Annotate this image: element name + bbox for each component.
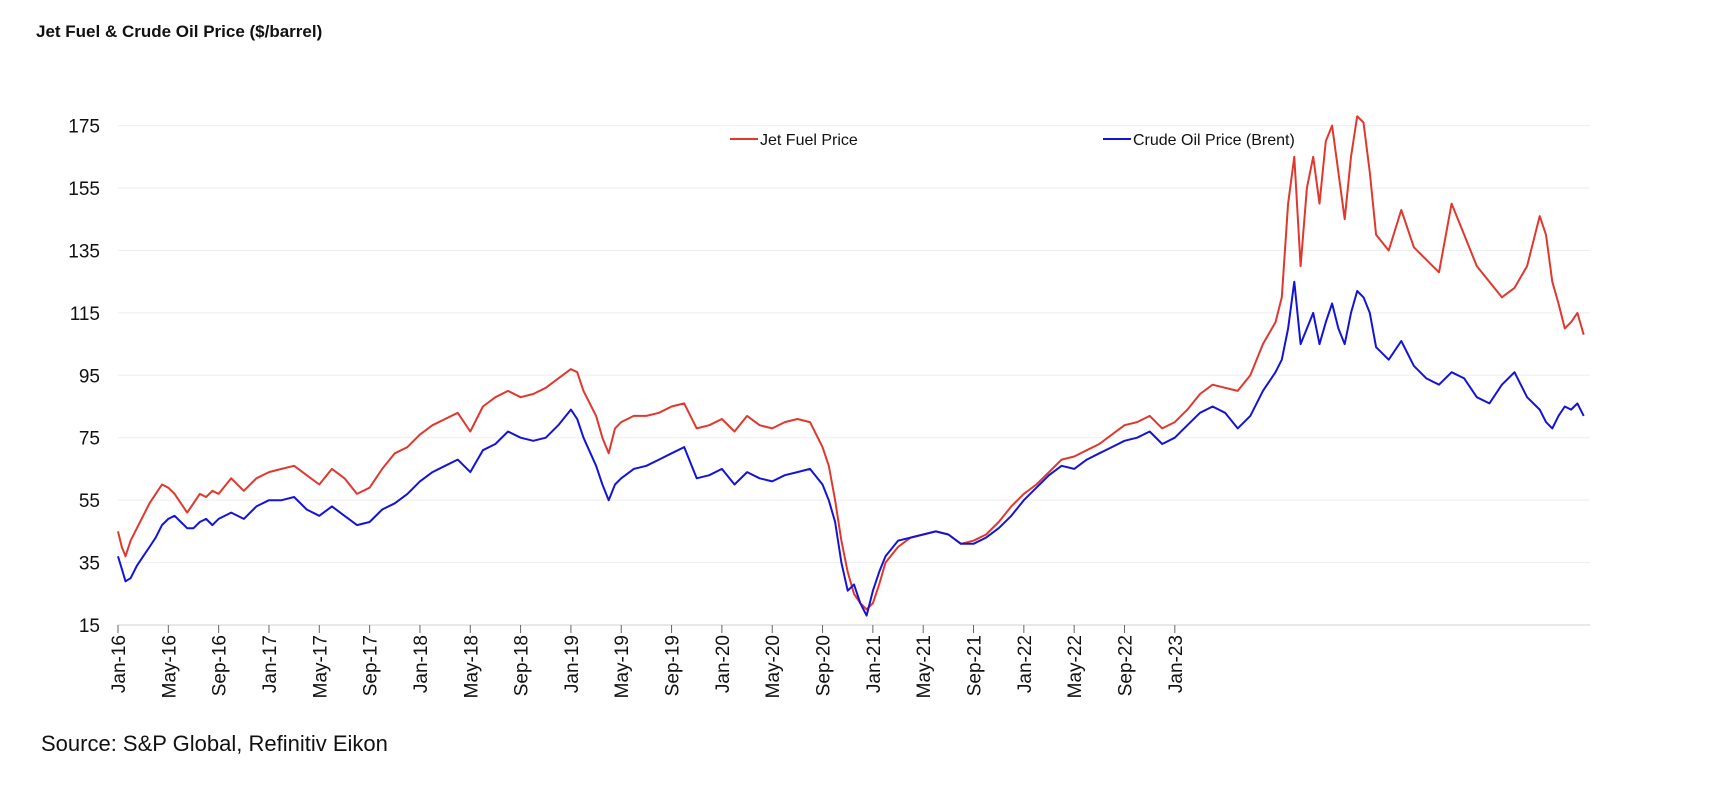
legend: Jet Fuel Price Crude Oil Price (Brent) xyxy=(730,132,1295,149)
x-tick-label: Sep-22 xyxy=(1115,635,1136,696)
x-tick-label: Jan-20 xyxy=(713,635,734,693)
gridlines xyxy=(118,125,1590,626)
x-axis: Jan-16 May-16 Sep-16 Jan-17 May-17 Sep-17 Jan-… xyxy=(109,624,1590,698)
x-tick-label: Sep-20 xyxy=(814,635,835,696)
chart-title: Jet Fuel & Crude Oil Price ($/barrel) xyxy=(36,22,323,41)
y-tick-label: 155 xyxy=(68,179,100,200)
x-tick-label: May-18 xyxy=(461,635,482,698)
y-tick-label: 55 xyxy=(79,491,100,512)
x-tick-label: Sep-18 xyxy=(512,635,533,696)
y-tick-label: 35 xyxy=(79,554,100,575)
x-tick-label: Jan-17 xyxy=(260,635,281,693)
crude-oil-price-brent-line xyxy=(117,280,1585,617)
x-tick-label: Jan-23 xyxy=(1166,635,1187,693)
y-tick-label: 115 xyxy=(70,304,100,325)
y-tick-label: 175 xyxy=(68,117,100,138)
y-tick-label: 75 xyxy=(79,429,100,450)
x-tick-label: Sep-16 xyxy=(210,635,231,696)
x-tick-label: May-21 xyxy=(914,635,935,698)
y-tick-label: 15 xyxy=(79,616,100,637)
x-tick-label: May-22 xyxy=(1065,635,1086,698)
x-tick-label: May-20 xyxy=(763,635,784,698)
x-tick-label: Jan-16 xyxy=(109,635,130,693)
source-note: Source: S&P Global, Refinitiv Eikon xyxy=(41,731,388,756)
legend-label: Crude Oil Price (Brent) xyxy=(1133,132,1295,149)
x-tick-label: Jan-19 xyxy=(562,635,583,693)
y-axis-ticks: 15 35 55 75 95 115 135 155 175 xyxy=(68,117,100,637)
x-tick-label: Sep-19 xyxy=(663,635,684,696)
legend-label: Jet Fuel Price xyxy=(760,132,858,149)
x-tick-label: Sep-21 xyxy=(965,635,986,696)
x-tick-label: Sep-17 xyxy=(361,635,382,696)
x-tick-label: May-16 xyxy=(159,635,180,698)
series-lines xyxy=(117,115,1585,617)
x-tick-label: Jan-21 xyxy=(864,635,885,693)
jet-fuel-price-line xyxy=(117,115,1585,611)
y-tick-label: 135 xyxy=(68,241,100,262)
x-tick-label: Jan-18 xyxy=(411,635,432,693)
x-tick-label: May-17 xyxy=(310,635,331,698)
y-tick-label: 95 xyxy=(79,366,100,387)
x-tick-label: May-19 xyxy=(612,635,633,698)
x-tick-label: Jan-22 xyxy=(1015,635,1036,693)
